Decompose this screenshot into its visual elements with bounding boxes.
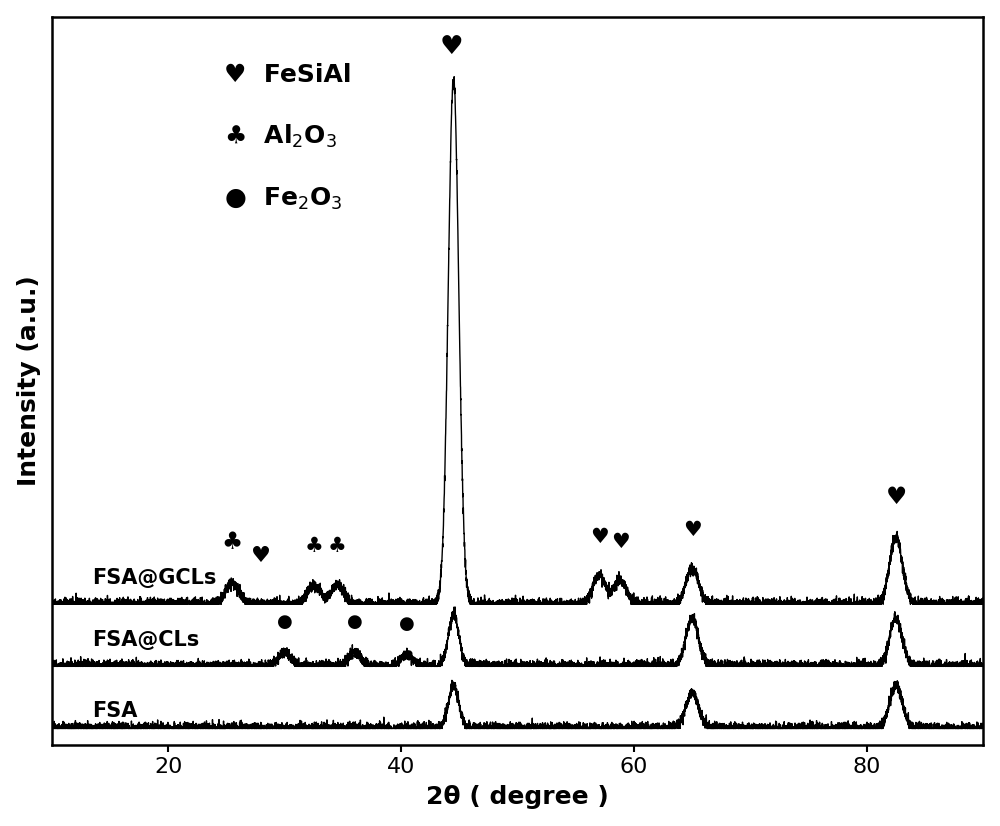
Text: ♣: ♣ xyxy=(328,537,346,557)
Y-axis label: Intensity (a.u.): Intensity (a.u.) xyxy=(17,276,41,487)
Text: ♥: ♥ xyxy=(885,485,907,509)
Text: FSA@GCLs: FSA@GCLs xyxy=(93,567,217,587)
Text: ♣: ♣ xyxy=(222,530,243,554)
Text: ●: ● xyxy=(277,613,293,630)
Text: FSA: FSA xyxy=(93,701,138,721)
Text: ♣: ♣ xyxy=(304,537,323,557)
Text: ♣  Al$_2$O$_3$: ♣ Al$_2$O$_3$ xyxy=(224,123,337,150)
Text: ♥: ♥ xyxy=(590,527,608,547)
Text: ♥: ♥ xyxy=(439,34,463,59)
Text: ♥: ♥ xyxy=(611,532,629,552)
Text: ●: ● xyxy=(399,615,415,633)
Text: ♥: ♥ xyxy=(683,520,702,539)
Text: ♥: ♥ xyxy=(251,546,271,566)
X-axis label: 2θ ( degree ): 2θ ( degree ) xyxy=(426,786,609,809)
Text: ♥  FeSiAl: ♥ FeSiAl xyxy=(224,63,352,87)
Text: FSA@CLs: FSA@CLs xyxy=(93,629,200,650)
Text: ●: ● xyxy=(347,613,362,630)
Text: ●  Fe$_2$O$_3$: ● Fe$_2$O$_3$ xyxy=(224,186,343,212)
